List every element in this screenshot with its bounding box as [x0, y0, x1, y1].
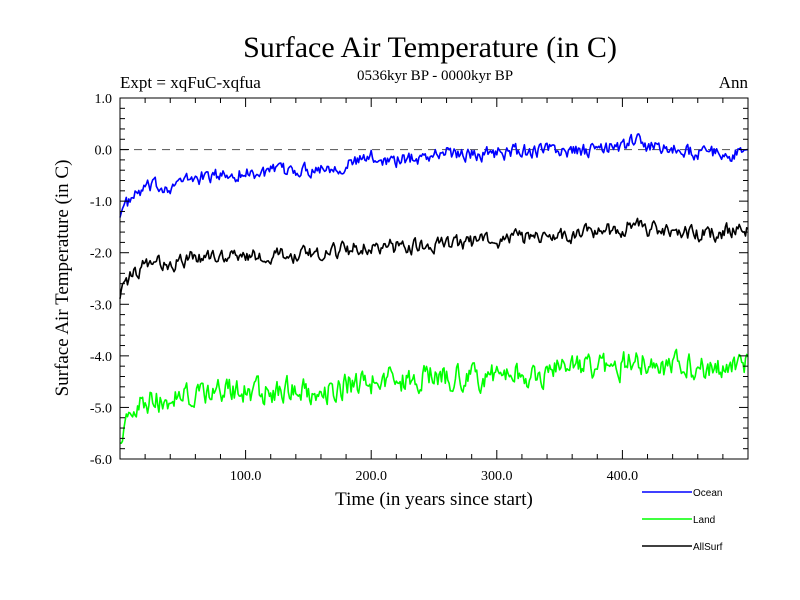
y-tick-label: 1.0 — [95, 92, 113, 107]
plot-background — [120, 98, 748, 459]
y-tick-label: -6.0 — [90, 453, 112, 468]
axes-layer: 100.0 200.0 300.0 400.0 1.0 0.0 -1.0 -2.0 -3.0 -4… — [90, 92, 749, 484]
legend-label-ocean: Ocean — [693, 488, 722, 499]
experiment-label: Expt = xqFuC-xqfua — [120, 73, 261, 92]
chart-title: Surface Air Temperature (in C) — [243, 31, 617, 64]
y-tick-label: -3.0 — [90, 298, 112, 313]
season-label: Ann — [719, 73, 749, 92]
series-line-allsurf — [119, 217, 749, 300]
x-tick-label: 100.0 — [230, 469, 262, 484]
x-tick-label: 400.0 — [607, 469, 639, 484]
series-line-land — [119, 348, 749, 445]
x-axis-label: Time (in years since start) — [335, 489, 533, 510]
legend-label-land: Land — [693, 515, 715, 526]
y-tick-label: -4.0 — [90, 350, 112, 365]
plot-area — [120, 98, 748, 459]
y-axis-label: Surface Air Temperature (in C) — [52, 160, 73, 397]
y-tick-label: -5.0 — [90, 401, 112, 416]
chart-subtitle: 0536kyr BP - 0000kyr BP — [357, 68, 513, 84]
legend: Ocean Land AllSurf — [642, 488, 723, 553]
plot-frame — [119, 97, 749, 460]
x-tick-label: 300.0 — [481, 469, 513, 484]
legend-label-allsurf: AllSurf — [693, 542, 723, 553]
y-tick-label: -1.0 — [90, 195, 112, 210]
y-tick-label: 0.0 — [95, 144, 113, 159]
y-tick-label: -2.0 — [90, 247, 112, 262]
x-tick-label: 200.0 — [355, 469, 387, 484]
series-layer — [119, 133, 749, 445]
series-line-ocean — [119, 133, 749, 218]
